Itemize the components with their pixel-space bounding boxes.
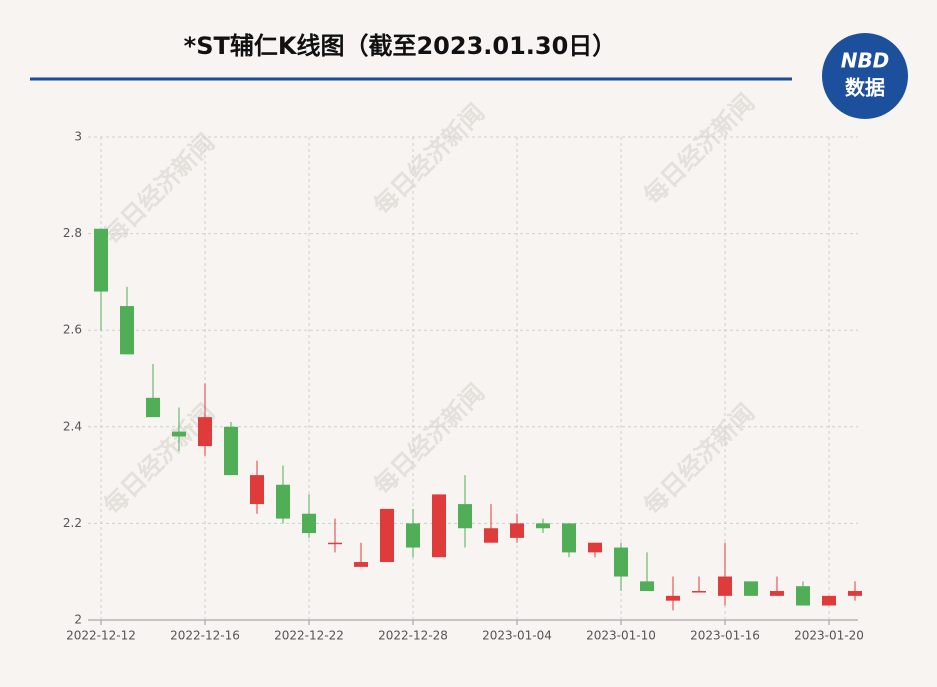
candle-body [666,595,680,601]
x-tick-label: 2022-12-12 [66,629,136,643]
candle-body [614,547,628,577]
candle-body [744,581,758,596]
watermark: 每日经济新闻 [368,98,490,220]
candle-body [380,508,394,563]
candle-body [588,542,602,553]
candle-body [198,417,212,447]
candle-body [692,591,706,593]
candle-body [770,591,784,596]
x-tick-label: 2022-12-28 [378,629,448,643]
y-tick-label: 2.6 [63,323,82,337]
candle-body [458,504,472,529]
y-tick-label: 2.4 [63,419,82,433]
watermark: 每日经济新闻 [368,378,490,500]
candle-body [536,523,550,529]
watermark: 每日经济新闻 [638,398,760,520]
logo [822,33,908,119]
x-tick-label: 2022-12-16 [170,629,240,643]
candle-body [718,576,732,596]
candle-body [822,595,836,606]
candle-body [640,581,654,592]
candle-body [796,586,810,606]
candle-body [302,513,316,534]
x-tick-label: 2023-01-04 [482,629,552,643]
candle-body [276,484,290,519]
candle-body [562,523,576,553]
candle-body [848,591,862,596]
candle-body [172,431,186,437]
x-tick-label: 2023-01-16 [690,629,760,643]
candle-body [146,397,160,418]
y-tick-label: 2 [74,613,82,627]
x-tick-label: 2023-01-10 [586,629,656,643]
candle-body [432,494,446,558]
candle-body [224,426,238,476]
candle-body [94,228,108,292]
logo-bottom: 数据 [845,76,885,100]
y-tick-label: 3 [74,130,82,144]
chart-title: *ST辅仁K线图（截至2023.01.30日） [184,32,617,60]
y-tick-label: 2.8 [63,226,82,240]
y-tick-label: 2.2 [63,516,82,530]
candle-body [120,306,134,355]
x-tick-label: 2023-01-20 [794,629,864,643]
candle-body [250,475,264,505]
candle-body [354,562,368,567]
candle-body [328,542,342,545]
candle-body [510,523,524,538]
watermark: 每日经济新闻 [638,88,760,210]
watermark: 每日经济新闻 [98,128,220,250]
logo-top: NBD [841,49,890,73]
x-tick-label: 2022-12-22 [274,629,344,643]
candle-body [484,528,498,543]
candle-body [406,523,420,548]
